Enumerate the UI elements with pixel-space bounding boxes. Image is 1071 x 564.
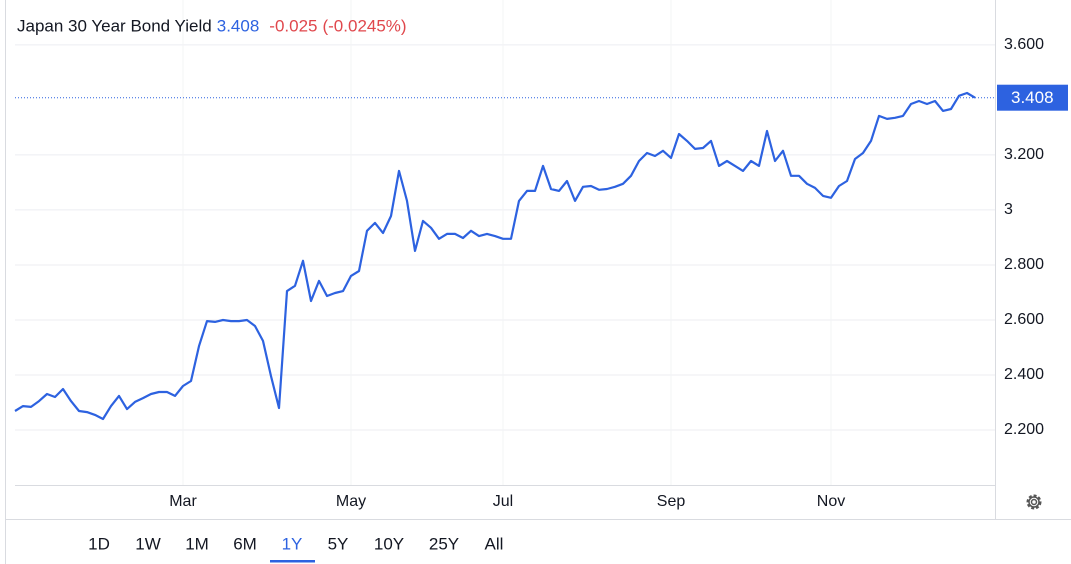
x-tick-label: May — [336, 493, 366, 510]
x-tick-label: Sep — [657, 493, 686, 510]
range-button[interactable]: 25Y — [429, 534, 459, 553]
last-price-label: 3.408 — [1011, 88, 1054, 107]
range-button[interactable]: All — [485, 534, 504, 553]
y-tick-label: 3 — [1004, 201, 1013, 218]
range-button[interactable]: 6M — [233, 534, 257, 553]
y-tick-label: 3.600 — [1004, 36, 1044, 53]
y-tick-label: 2.600 — [1004, 311, 1044, 328]
x-tick-label: Nov — [817, 493, 845, 510]
y-tick-label: 2.400 — [1004, 366, 1044, 383]
range-button[interactable]: 5Y — [328, 534, 349, 553]
range-button[interactable]: 1W — [135, 534, 161, 553]
price-line — [14, 91, 976, 421]
x-tick-label: Jul — [493, 493, 513, 510]
selected-underline — [270, 560, 315, 563]
y-tick-label: 3.200 — [1004, 146, 1044, 163]
grid — [15, 0, 995, 485]
x-tick-label: Mar — [169, 493, 197, 510]
range-button[interactable]: 10Y — [374, 534, 404, 553]
last-price-badge — [997, 84, 1068, 111]
range-toolbar: 1D 1W 1M 6M 1Y 5Y 10Y 25Y All — [88, 534, 504, 563]
range-button[interactable]: 1M — [185, 534, 209, 553]
range-button[interactable]: 1Y — [282, 534, 303, 553]
change: -0.025 — [269, 16, 317, 35]
plot — [14, 91, 995, 421]
chart-title: Japan 30 Year Bond Yield — [17, 16, 212, 35]
range-button[interactable]: 1D — [88, 534, 110, 553]
y-tick-label: 2.800 — [1004, 256, 1044, 273]
change-percent: (-0.0245%) — [322, 16, 406, 35]
y-tick-label: 2.200 — [1004, 421, 1044, 438]
settings-icon[interactable] — [1026, 494, 1042, 510]
last-price: 3.408 — [217, 16, 260, 35]
